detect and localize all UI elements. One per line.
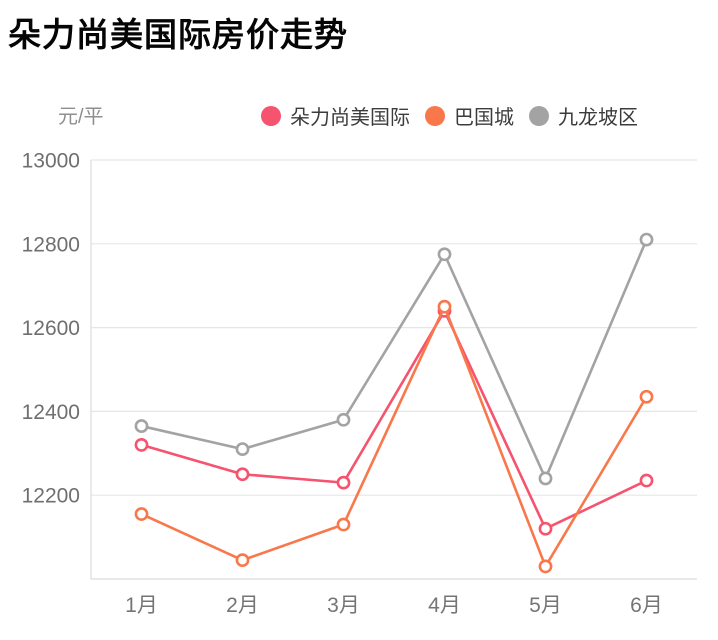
data-point-series2-2月[interactable] [235,553,250,568]
data-point-series3-6月[interactable] [639,232,654,247]
x-tick-label: 3月 [327,594,360,617]
data-point-series2-1月[interactable] [134,507,149,521]
y-tick-label: 12200 [22,485,80,508]
data-point-series3-2月[interactable] [235,442,250,457]
legend: 朵力尚美国际 巴国城 九龙坡区 [261,101,638,130]
legend-dot-icon [261,105,281,126]
data-point-series1-3月[interactable] [336,475,351,490]
x-tick-label: 2月 [226,594,259,617]
y-tick-label: 12400 [22,401,80,424]
x-tick-label: 4月 [428,594,461,617]
legend-label: 朵力尚美国际 [290,107,410,129]
legend-item-3[interactable]: 九龙坡区 [529,101,638,130]
series-line-2 [140,305,648,568]
chart-title: 朵力尚美国际房价走势 [8,16,348,53]
y-tick-label: 13000 [22,150,80,173]
data-point-series1-1月[interactable] [134,438,149,452]
data-point-series1-2月[interactable] [235,467,250,482]
legend-item-1[interactable]: 朵力尚美国际 [261,101,410,130]
data-point-series1-6月[interactable] [639,473,654,488]
y-axis-unit-label: 元/平 [58,106,104,128]
data-point-series3-1月[interactable] [134,419,149,433]
series-line-1 [140,309,648,531]
x-tick-label: 1月 [125,594,158,617]
data-point-series2-5月[interactable] [538,559,553,574]
data-point-series2-4月[interactable] [437,299,452,314]
y-tick-label: 12800 [22,233,80,256]
data-point-series3-3月[interactable] [336,412,351,427]
data-point-series3-4月[interactable] [437,247,452,262]
legend-item-2[interactable]: 巴国城 [425,101,514,130]
x-tick-label: 5月 [529,594,562,617]
data-point-series2-3月[interactable] [336,517,351,532]
data-point-series2-6月[interactable] [639,389,654,404]
y-tick-label: 12600 [22,317,80,340]
series-line-3 [140,238,648,480]
x-tick-label: 6月 [630,594,663,617]
legend-dot-icon [529,105,549,126]
legend-label: 巴国城 [454,107,514,129]
legend-dot-icon [425,105,445,126]
legend-label: 九龙坡区 [558,107,638,129]
data-point-series3-5月[interactable] [538,471,553,486]
data-point-series1-5月[interactable] [538,521,553,536]
